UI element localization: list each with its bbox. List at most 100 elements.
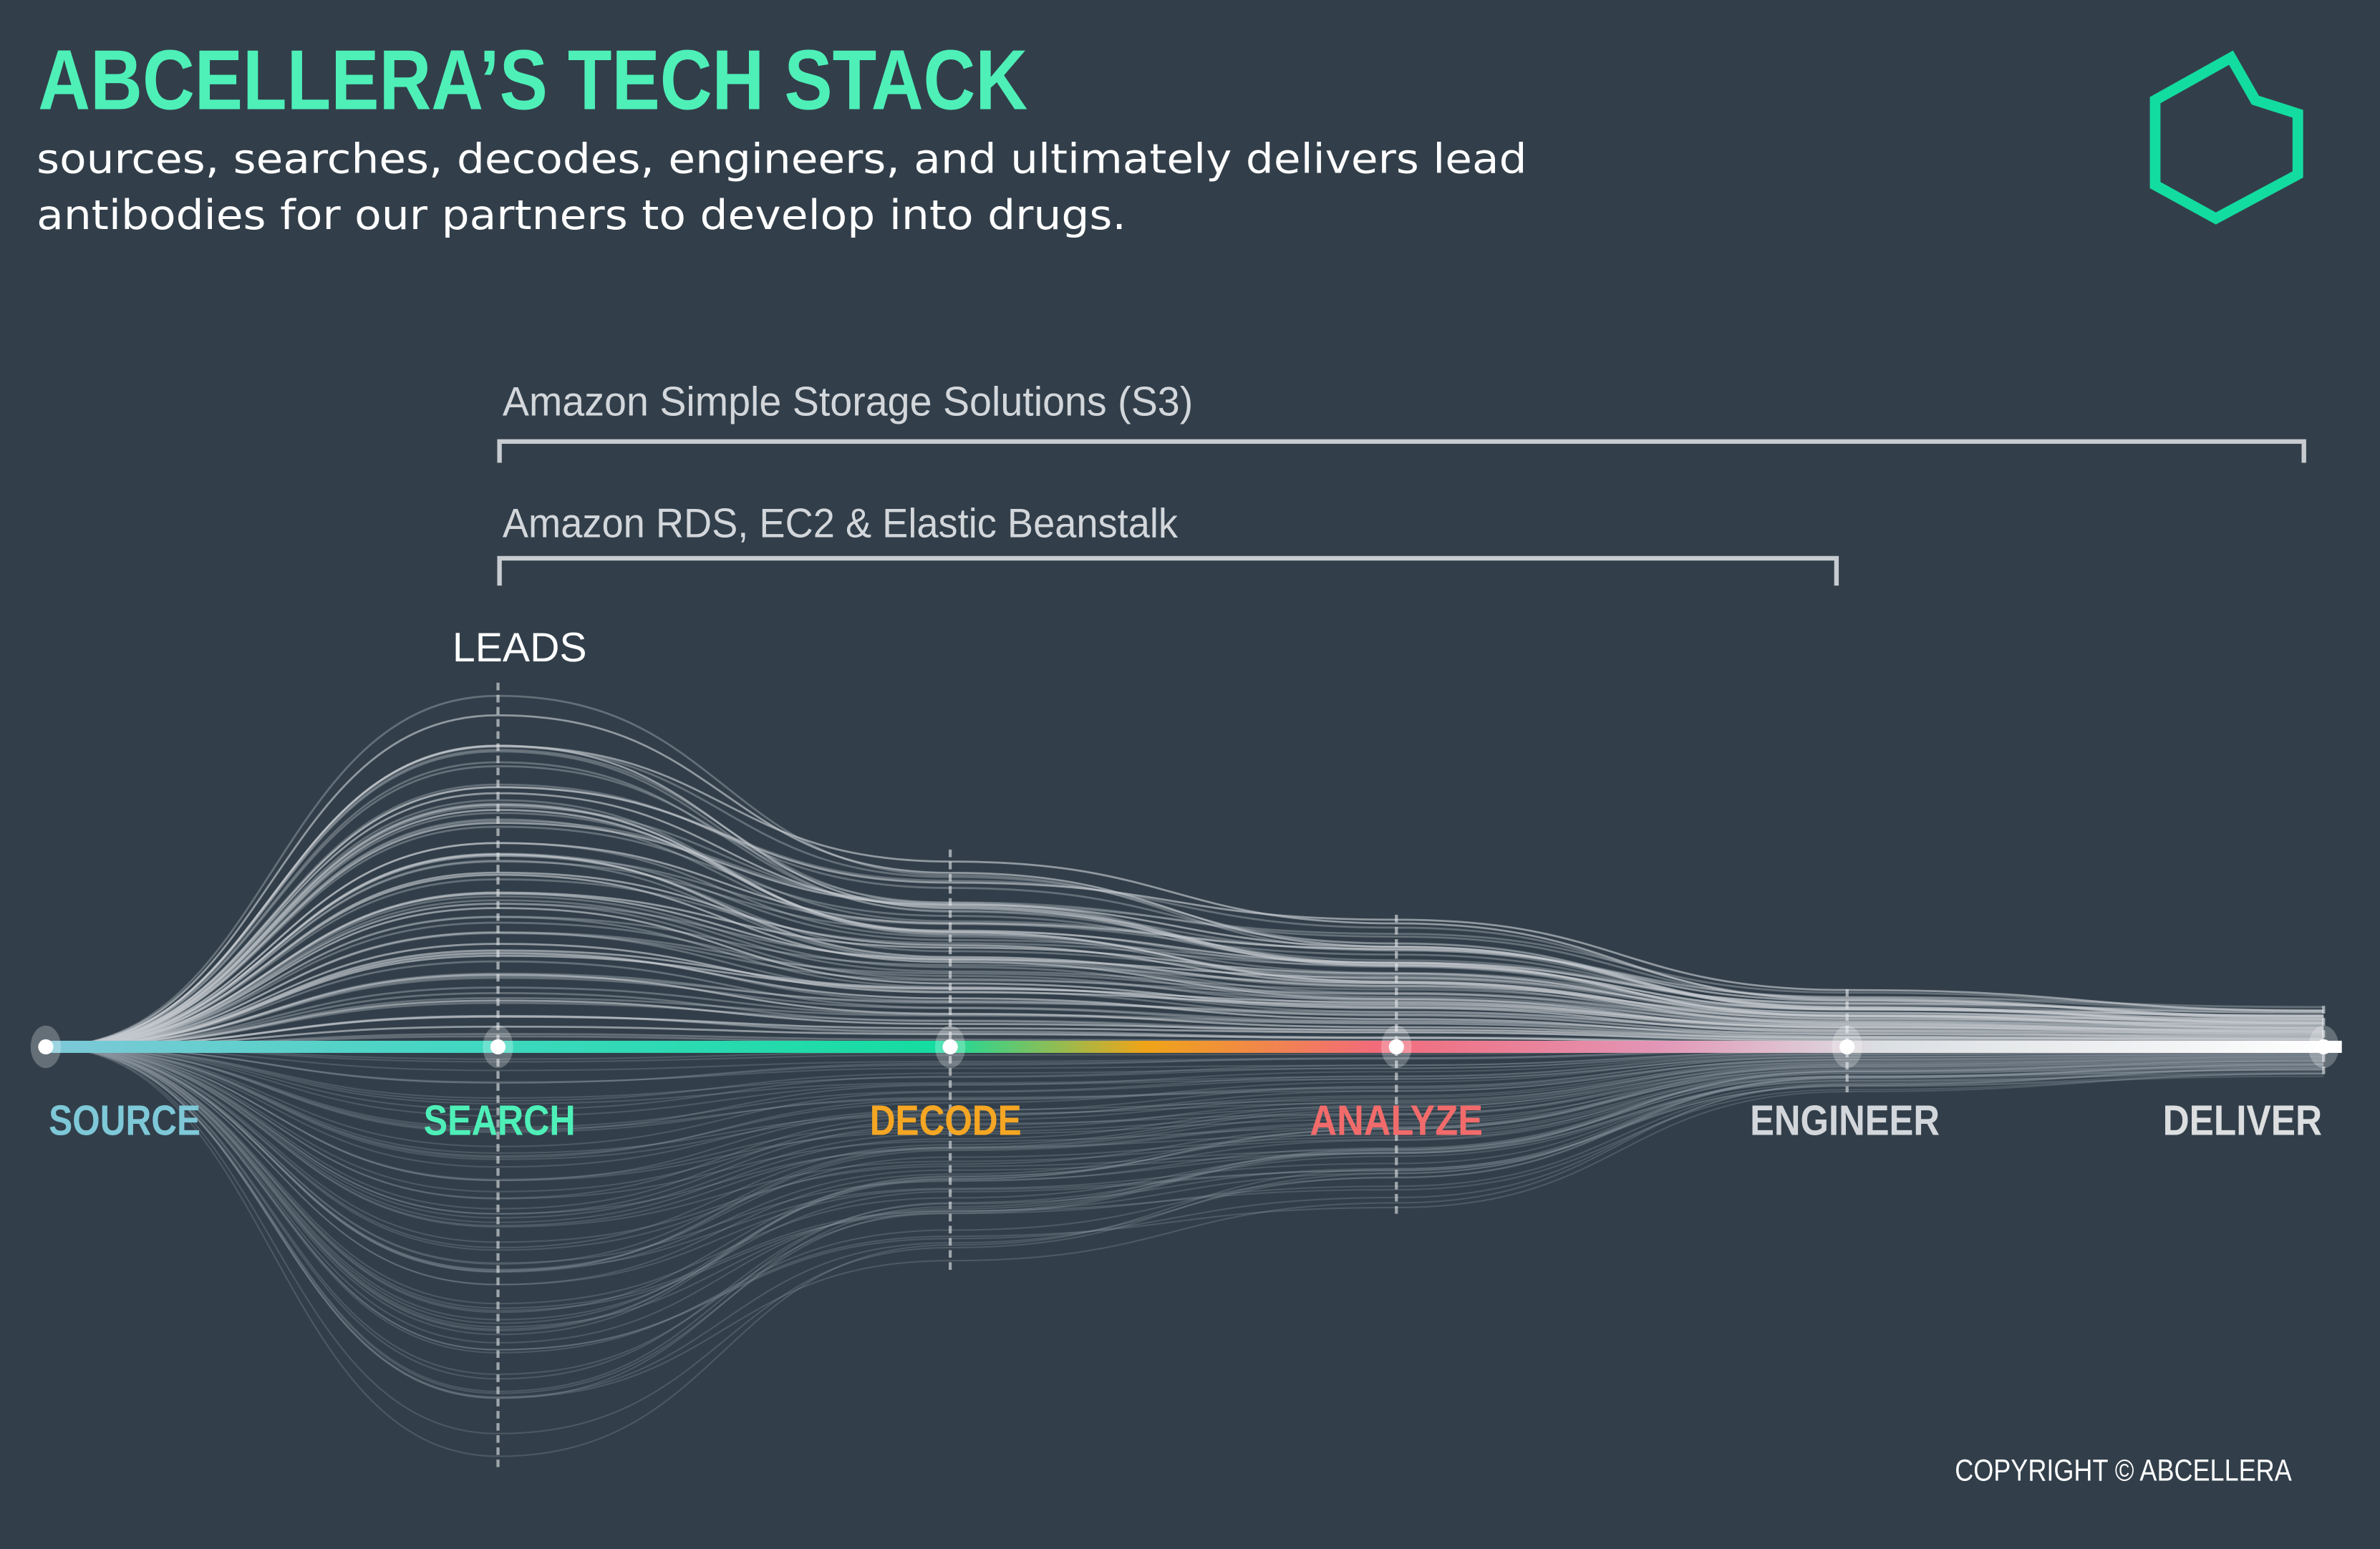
flow-strand [45, 1046, 2324, 1311]
flow-strand [45, 820, 2324, 1048]
flow-strand [45, 1046, 2324, 1314]
flow-strand [45, 1046, 2324, 1286]
flow-strand [45, 1046, 2324, 1182]
flow-strand [45, 1046, 2324, 1199]
flow-strand [45, 714, 2324, 1048]
pipeline-axis [45, 1040, 2342, 1053]
flow-strand [45, 1046, 2324, 1180]
flow-strand [45, 1015, 2324, 1048]
flow-strand [45, 1046, 2324, 1154]
flow-strand [45, 764, 2324, 1048]
stage-label-deliver: DELIVER [2163, 1096, 2323, 1144]
rds-bracket-label: Amazon RDS, EC2 & Elastic Beanstalk [503, 500, 1179, 546]
flow-strand [45, 805, 2324, 1048]
flow-strand [45, 895, 2324, 1048]
flow-strand [45, 1046, 2324, 1330]
flow-strand [45, 792, 2324, 1048]
flow-strand [45, 1046, 2324, 1130]
flow-strand [45, 1046, 2324, 1394]
page-title: ABCELLERA’S TECH STACK [38, 34, 1027, 128]
stage-node-analyze [1388, 1039, 1404, 1055]
flow-strand [45, 1046, 2324, 1102]
flow-strand [45, 1046, 2324, 1265]
flow-strand [45, 1046, 2324, 1309]
flow-strand [45, 931, 2324, 1048]
stage-node-decode [942, 1039, 958, 1055]
flow-strand [45, 1046, 2324, 1193]
flow-strand [45, 960, 2324, 1048]
flow-strand [45, 1046, 2324, 1271]
flow-strand [45, 694, 2324, 1048]
flow-strand [45, 1046, 2324, 1215]
leads-label: LEADS [453, 625, 587, 671]
flow-strand [45, 932, 2324, 1048]
hexagon-logo-icon [2149, 50, 2303, 225]
s3-bracket-label: Amazon Simple Storage Solutions (S3) [503, 379, 1193, 425]
flow-strand [45, 744, 2324, 1048]
flow-strand [45, 1046, 2324, 1321]
flow-strand [45, 1046, 2324, 1399]
stage-node-search [490, 1039, 506, 1055]
flow-strand [45, 1046, 2324, 1128]
flow-strand [45, 749, 2324, 1048]
flow-strand [45, 951, 2324, 1048]
flow-strand [45, 1046, 2324, 1228]
stage-label-search: SEARCH [424, 1096, 576, 1144]
flow-strand [45, 952, 2324, 1048]
flow-strand [45, 1046, 2324, 1328]
flow-strand [45, 1046, 2324, 1181]
flow-strand [45, 812, 2324, 1048]
flow-strand [45, 1046, 2324, 1227]
flow-strand [45, 931, 2324, 1048]
flow-strand [45, 1046, 2324, 1457]
flow-strand [45, 1046, 2324, 1273]
copyright-text: COPYRIGHT © ABCELLERA [1955, 1454, 2292, 1487]
flow-strand [45, 892, 2324, 1048]
flow-strand [45, 1046, 2324, 1273]
flow-strand [45, 1046, 2324, 1133]
stage-node-engineer [1839, 1039, 1855, 1055]
flow-strand [45, 1046, 2324, 1271]
flow-strand [45, 1046, 2324, 1157]
flow-strand [45, 1046, 2324, 1251]
stage-label-analyze: ANALYZE [1310, 1096, 1483, 1144]
flow-strand [45, 1046, 2324, 1248]
flow-strand [45, 1046, 2324, 1324]
flow-strand [45, 1046, 2324, 1434]
flow-strand [45, 1046, 2324, 1331]
flow-strand [45, 1046, 2324, 1219]
flow-strand [45, 853, 2324, 1048]
flow-strand [45, 1046, 2324, 1380]
flow-strand [45, 1046, 2324, 1160]
flow-strand [45, 822, 2324, 1048]
flow-strand [45, 1046, 2324, 1351]
flow-strand [45, 1046, 2324, 1336]
flow-strand [45, 1046, 2324, 1132]
flow-strand [45, 1046, 2324, 1104]
rds-bracket: Amazon RDS, EC2 & Elastic Beanstalk [497, 500, 1839, 586]
stage-label-engineer: ENGINEER [1750, 1096, 1940, 1144]
flow-strand [45, 1046, 2324, 1264]
stage-label-source: SOURCE [49, 1096, 200, 1144]
flow-strand [45, 1046, 2324, 1354]
subtitle-line-1: sources, searches, decodes, engineers, a… [37, 136, 1527, 183]
antibody-flow-strands [45, 682, 2326, 1472]
flow-strand [45, 809, 2324, 1048]
flow-strand [45, 1046, 2324, 1147]
subtitle-line-2: antibodies for our partners to develop i… [37, 192, 1126, 239]
flow-strand [45, 1046, 2324, 1375]
flow-strand [45, 871, 2324, 1048]
flow-strand [45, 1046, 2324, 1200]
flow-strand [45, 949, 2324, 1048]
flow-strand [45, 1046, 2324, 1158]
flow-strand [45, 761, 2324, 1048]
flow-strand [45, 1046, 2324, 1399]
stage-label-decode: DECODE [870, 1096, 1022, 1144]
flow-strand [45, 873, 2324, 1048]
flow-strand [45, 986, 2324, 1048]
flow-strand [45, 859, 2324, 1048]
flow-strand [45, 1046, 2324, 1286]
flow-strand [45, 1046, 2324, 1392]
flow-strand [45, 783, 2324, 1048]
